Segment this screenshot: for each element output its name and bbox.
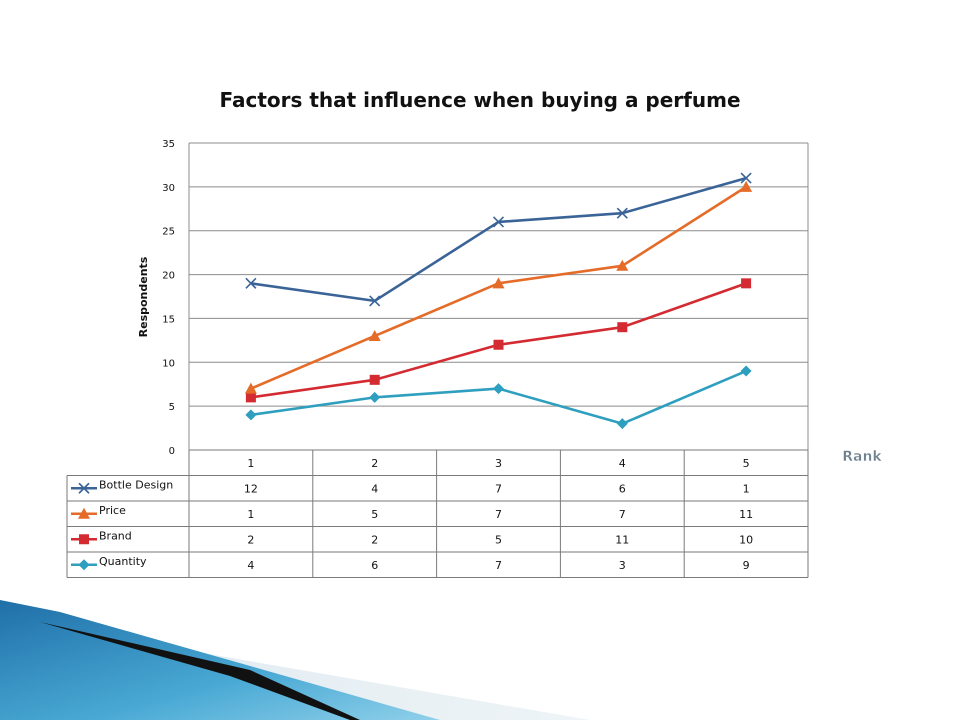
- legend-label: Bottle Design: [99, 478, 173, 491]
- data-point-marker: [78, 507, 90, 519]
- corner-decoration: [0, 600, 590, 720]
- table-cell: 4: [371, 482, 378, 495]
- legend-label: Brand: [99, 529, 132, 542]
- x-category-label: 2: [371, 457, 378, 470]
- data-point-marker: [492, 216, 505, 228]
- data-point-marker: [616, 418, 628, 430]
- table-cell: 11: [739, 508, 753, 521]
- data-point-marker: [78, 482, 90, 494]
- plot-area: 0 5 10 15 20 25 30 35: [162, 139, 809, 457]
- marker-stroke: [492, 216, 505, 228]
- table-cell: 6: [619, 482, 626, 495]
- table-cell: 7: [495, 482, 502, 495]
- table-cell: 12: [244, 482, 258, 495]
- y-tick-label: 0: [169, 446, 175, 457]
- data-point-marker: [740, 180, 753, 192]
- data-point-marker: [245, 409, 257, 421]
- data-point-marker: [79, 534, 89, 545]
- data-point-marker: [369, 374, 380, 385]
- marker-stroke: [616, 207, 628, 219]
- table-cell: 10: [739, 533, 753, 546]
- table-cell: 7: [619, 508, 626, 521]
- table-cell: 6: [371, 559, 378, 572]
- data-point-marker: [616, 259, 629, 271]
- data-point-marker: [493, 383, 504, 395]
- data-point-marker: [493, 339, 504, 350]
- table-cell: 2: [247, 533, 254, 546]
- data-point-marker: [245, 277, 257, 289]
- marker-stroke: [245, 277, 257, 289]
- data-point-marker: [368, 329, 381, 341]
- data-point-marker: [740, 172, 752, 184]
- legend-label: Price: [99, 504, 126, 517]
- y-tick-label: 35: [162, 139, 175, 150]
- data-point-marker: [492, 277, 505, 289]
- table-cell: 5: [371, 508, 378, 521]
- x-category-label: 4: [619, 457, 626, 470]
- table-cell: 9: [743, 559, 750, 572]
- y-tick-label: 5: [169, 402, 175, 413]
- data-point-marker: [741, 278, 752, 289]
- y-tick-label: 30: [162, 183, 175, 194]
- y-tick-label: 25: [162, 227, 175, 238]
- x-category-label: 3: [495, 457, 502, 470]
- series-line: [250, 369, 747, 425]
- data-point-marker: [616, 207, 628, 219]
- marker-stroke: [740, 172, 752, 184]
- legend-label: Quantity: [99, 555, 147, 568]
- y-axis-label: Respondents: [137, 256, 150, 337]
- table-cell: 5: [495, 533, 502, 546]
- y-tick-label: 20: [162, 271, 175, 282]
- table-cell: 7: [495, 559, 502, 572]
- y-tick-label: 15: [162, 314, 175, 325]
- table-cell: 2: [371, 533, 378, 546]
- table-cell: 11: [615, 533, 629, 546]
- data-point-marker: [245, 392, 256, 403]
- chart-title: Factors that influence when buying a per…: [219, 88, 741, 112]
- data-point-marker: [369, 295, 381, 307]
- table-cell: 1: [247, 508, 254, 521]
- x-axis-label: Rank: [842, 449, 882, 465]
- table-cell: 1: [743, 482, 750, 495]
- x-category-label: 5: [743, 457, 750, 470]
- data-point-marker: [369, 391, 381, 403]
- marker-stroke: [78, 482, 90, 494]
- table-cell: 4: [247, 559, 254, 572]
- x-category-label: 1: [247, 457, 254, 470]
- data-point-marker: [740, 365, 752, 377]
- table-cell: 7: [495, 508, 502, 521]
- table-cell: 3: [619, 559, 626, 572]
- data-point-marker: [617, 322, 628, 333]
- data-point-marker: [78, 559, 90, 571]
- marker-stroke: [369, 295, 381, 307]
- y-tick-label: 10: [162, 358, 175, 369]
- data-point-marker: [244, 382, 257, 394]
